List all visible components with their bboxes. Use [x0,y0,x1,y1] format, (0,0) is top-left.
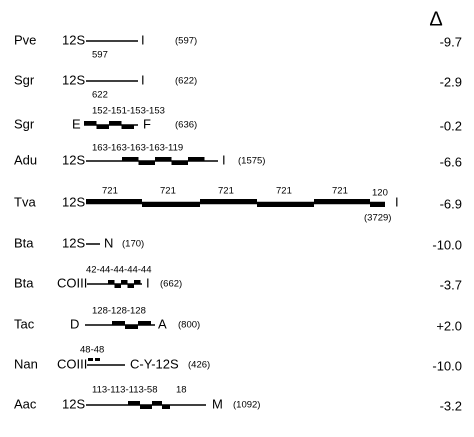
right-gene: M [212,396,223,411]
repeat-label: 721 [102,186,118,197]
region-length: (1092) [233,400,260,411]
repeat-label: 42-44-44-44-44 [86,265,152,276]
repeat-block [142,203,200,207]
region-length: (597) [175,36,197,47]
right-gene: I [222,152,226,167]
repeat-label: 128-128-128 [92,306,146,317]
repeat-label: 721 [218,186,234,197]
region-length: (426) [188,360,210,371]
repeat-block [96,125,109,129]
repeat-block [127,284,134,288]
region-length: (3729) [364,213,391,224]
right-gene: I [141,32,145,47]
repeat-block [125,325,138,329]
region-length: (662) [160,279,182,290]
repeat-block [152,401,162,405]
repeat-block [138,161,155,165]
species: Tac [14,316,35,331]
repeat-block [122,157,139,161]
region-length: (800) [178,320,200,331]
region-length: (636) [175,120,197,131]
repeat-block [162,405,170,409]
left-gene: 12S [62,194,85,209]
right-gene: F [143,116,151,131]
delta-value: -6.9 [440,196,462,211]
repeat-block [88,358,93,361]
repeat-block [114,284,121,288]
repeat-block [370,203,385,207]
left-gene: 12S [62,235,85,250]
left-gene: COIII [57,356,87,371]
repeat-block [112,321,125,325]
delta-value: -10.0 [432,237,462,252]
delta-value: -6.6 [440,154,462,169]
region-length: (1575) [238,156,265,167]
region-length: (622) [175,76,197,87]
repeat-label: 18 [176,385,187,396]
left-gene: COIII [57,275,87,290]
repeat-block [138,321,151,325]
right-gene: I [395,194,399,209]
delta-value: -0.2 [440,118,462,133]
repeat-block [121,280,128,284]
species: Tva [14,194,36,209]
delta-value: -9.7 [440,34,462,49]
delta-value: -2.9 [440,74,462,89]
repeat-label: 152-151-153-153 [92,106,165,117]
repeat-block [95,358,100,361]
delta-value: -3.7 [440,277,462,292]
species: Adu [14,152,37,167]
species: Bta [14,275,34,290]
repeat-block [86,199,142,203]
repeat-block [128,401,140,405]
repeat-block [109,121,122,125]
repeat-block [171,161,188,165]
repeat-label: 113-113-113-58 [92,385,158,396]
repeat-block [121,125,134,129]
repeat-block [200,199,257,203]
left-gene: E [72,116,81,131]
repeat-block [314,199,370,203]
right-gene: A [158,316,167,331]
repeat-label: 120 [372,188,388,199]
left-gene: D [70,316,79,331]
species: Nan [14,356,38,371]
left-gene: 12S [62,32,85,47]
repeat-block [84,121,97,125]
repeat-label: 622 [92,90,108,101]
delta-value: -10.0 [432,358,462,373]
repeat-block [155,157,172,161]
region-length: (170) [122,239,144,250]
species: Bta [14,235,34,250]
repeat-block [188,157,205,161]
left-gene: 12S [62,152,85,167]
left-gene: 12S [62,72,85,87]
repeat-block [257,203,314,207]
left-gene: 12S [62,396,85,411]
right-gene: I [141,72,145,87]
species: Sgr [14,72,35,87]
species: Sgr [14,116,35,131]
delta-value: +2.0 [436,318,462,333]
right-gene: N [104,235,113,250]
repeat-label: 721 [160,186,176,197]
species: Pve [14,32,36,47]
repeat-label: 721 [276,186,292,197]
right-gene: C-Y-12S [130,356,179,371]
repeat-label: 48-48 [80,345,104,356]
species: Aac [14,396,37,411]
repeat-block [134,280,141,284]
repeat-block [140,405,152,409]
delta-header: Δ [429,8,442,30]
repeat-block [108,280,115,284]
repeat-label: 163-163-163-163-119 [92,143,183,154]
right-gene: I [146,275,150,290]
repeat-label: 597 [92,50,108,61]
delta-value: -3.2 [440,398,462,413]
repeat-label: 721 [332,186,348,197]
